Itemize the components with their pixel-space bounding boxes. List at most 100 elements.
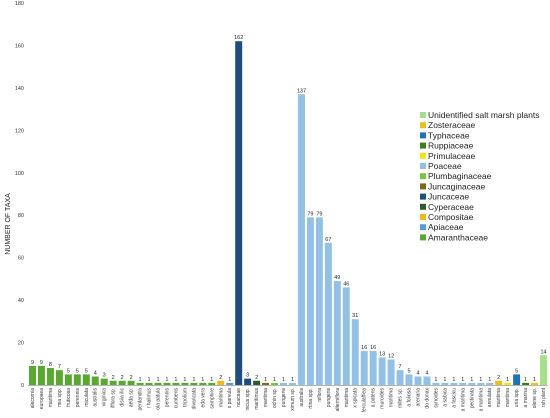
bar-value-label: 14 — [540, 349, 546, 355]
y-tick-label: 60 — [18, 256, 24, 262]
bar — [280, 382, 288, 385]
bar-value-label: 1 — [183, 377, 186, 383]
bar-value-label: 8 — [49, 362, 52, 368]
bar-value-label: 1 — [479, 377, 482, 383]
category-label: virginica — [102, 388, 108, 407]
category-label: fruticosa — [66, 388, 72, 407]
category-label: disiia ilic — [120, 388, 126, 407]
bar-value-label: 1 — [533, 377, 536, 383]
bar — [522, 382, 530, 385]
legend-label: Amaranthaceae — [428, 232, 488, 242]
legend: Unidentified salt marsh plantsZosteracea… — [420, 110, 540, 242]
category-label: a maritima — [478, 388, 484, 412]
category-label: rsh plant — [541, 387, 547, 407]
bar-value-label: 2 — [121, 375, 124, 381]
bar — [459, 382, 467, 385]
bar — [297, 94, 305, 385]
bar — [432, 382, 440, 385]
category-label: mites sp. — [398, 388, 404, 408]
bar — [145, 382, 153, 385]
category-label: uria spp. — [514, 388, 520, 407]
bar — [91, 376, 99, 385]
bar — [324, 242, 332, 385]
category-label: cumbens — [173, 388, 179, 409]
bar — [414, 376, 422, 385]
bar — [64, 374, 72, 385]
category-label: tripolium — [182, 388, 188, 407]
bar — [217, 380, 225, 385]
category-label: europaea — [39, 388, 45, 409]
y-tick-label: 140 — [15, 86, 24, 92]
category-label: a fascicu — [451, 388, 457, 408]
category-label: perennis — [164, 388, 170, 408]
bar-value-label: 2 — [130, 375, 133, 381]
legend-swatch — [420, 224, 426, 231]
category-label: miculata — [84, 388, 90, 407]
bar-value-label: 1 — [524, 377, 527, 383]
bar-value-label: 2 — [497, 375, 500, 381]
bar — [73, 374, 81, 385]
bar — [100, 378, 108, 385]
bar-value-label: 1 — [192, 377, 195, 383]
legend-swatch — [420, 112, 426, 118]
legend-swatch — [420, 122, 426, 129]
bar-value-label: 2 — [219, 375, 222, 381]
bar-value-label: 1 — [434, 377, 437, 383]
bar — [127, 380, 135, 385]
bar — [540, 355, 548, 385]
legend-label: Unidentified salt marsh plants — [428, 110, 540, 120]
category-label: maritimus — [254, 388, 260, 410]
legend-label: Poaceae — [428, 161, 462, 171]
y-tick-label: 180 — [15, 1, 24, 7]
legend-swatch — [420, 214, 426, 220]
category-label: niflora — [317, 388, 323, 402]
category-label: pectinata — [469, 388, 475, 409]
bar — [199, 382, 207, 385]
bar — [351, 319, 359, 385]
bar — [468, 382, 476, 385]
bar — [378, 357, 386, 385]
bar-value-label: 1 — [452, 377, 455, 383]
category-label: eda vera — [200, 388, 206, 408]
legend-swatch — [420, 152, 426, 159]
category-label: a foliosa — [407, 388, 413, 407]
category-label: samphire — [209, 388, 215, 409]
bar-value-label: 4 — [94, 371, 97, 377]
bar — [477, 382, 485, 385]
legend-label: Primulaceae — [428, 151, 476, 161]
bar-value-label: 2 — [255, 375, 258, 381]
bar — [504, 382, 512, 385]
category-label: australis — [299, 388, 305, 407]
category-label: ochin sp. — [272, 388, 278, 408]
bar-value-label: 79 — [316, 211, 322, 217]
bar-value-label: 5 — [76, 368, 79, 374]
category-label: s parvula — [227, 388, 233, 409]
category-label: rtina spp. — [308, 388, 314, 409]
bar-value-label: 31 — [352, 313, 358, 319]
bar — [136, 382, 144, 385]
bar — [513, 374, 521, 385]
legend-label: Plumbaginaceae — [428, 171, 492, 181]
category-label: olene sp. — [532, 388, 538, 408]
bar-value-label: 67 — [325, 237, 331, 243]
legend-label: Apiaceae — [428, 222, 464, 232]
bar-value-label: 13 — [379, 351, 385, 357]
category-label: a sabica — [442, 388, 448, 407]
category-label: alterniflora — [335, 388, 341, 412]
category-labels: alecornia europaea maritima mia spp. frutico… — [30, 387, 547, 412]
legend-swatch — [420, 193, 426, 200]
bar — [163, 382, 171, 385]
category-label: maritima — [344, 388, 350, 407]
bar-value-label: 5 — [408, 368, 411, 374]
bar — [288, 382, 296, 385]
bar — [531, 382, 539, 385]
bar — [360, 351, 368, 385]
bar — [405, 374, 413, 385]
legend-swatch — [420, 132, 426, 139]
category-label: a maritima — [460, 388, 466, 412]
bar-value-label: 1 — [264, 377, 267, 383]
bar-value-label: 137 — [297, 88, 306, 94]
category-label: ferculaffiea — [362, 388, 368, 413]
